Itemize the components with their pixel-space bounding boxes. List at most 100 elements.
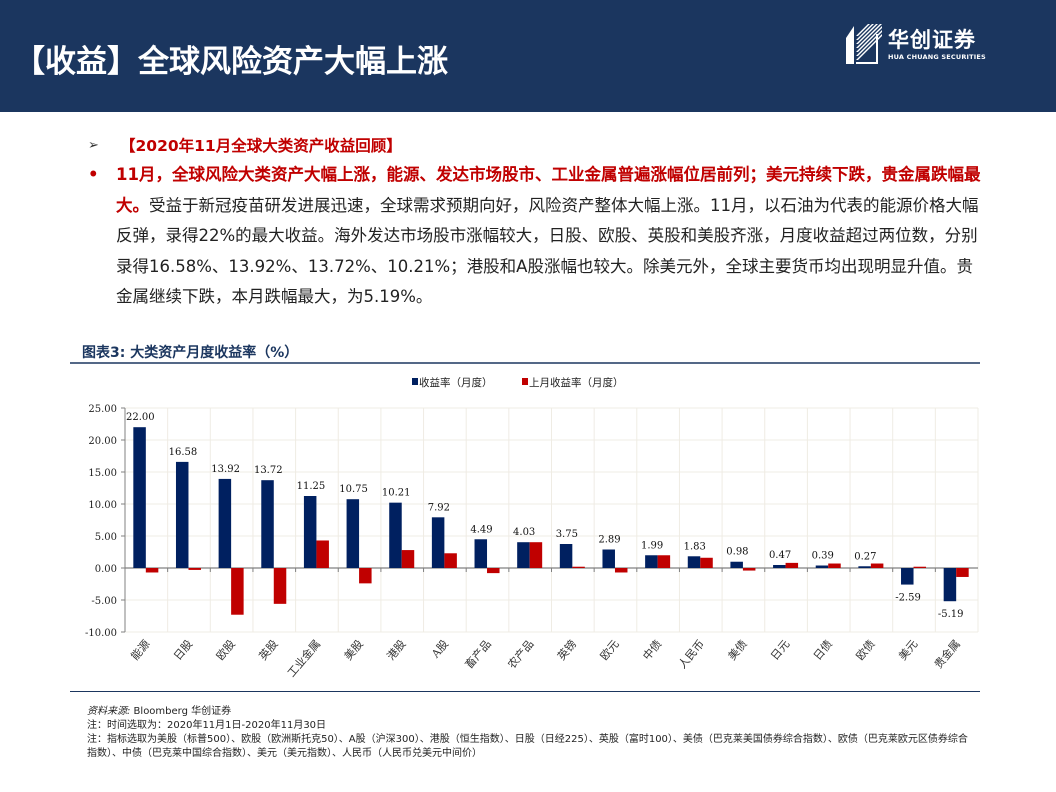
x-tick-label: 欧股: [214, 638, 238, 663]
y-tick-label: 5.00: [95, 532, 117, 543]
y-tick-label: -5.00: [91, 596, 117, 607]
summary-body: 受益于新冠疫苗研发进展迅速，全球需求预期向好，风险资产整体大幅上涨。11月，以石…: [116, 195, 979, 307]
x-tick-label: 人民币: [676, 638, 707, 672]
legend-swatch: [412, 378, 418, 385]
company-logo: 华创证券 HUA CHUANG SECURITIES: [846, 22, 996, 66]
source-line: 资料来源: Bloomberg 华创证券: [87, 705, 977, 719]
data-label: 0.27: [854, 551, 876, 562]
bar-current-month: [730, 561, 743, 568]
bar-current-month: [815, 565, 829, 568]
summary-highlight: 11月，全球风险大类资产大幅上涨，能源、发达市场股市、工业金属普遍涨幅位居前列；…: [116, 165, 981, 215]
x-tick-label: 英镑: [554, 637, 579, 663]
bar-current-month: [559, 544, 573, 568]
y-tick-label: 25.00: [88, 404, 117, 415]
figure-title: 图表3: 大类资产月度收益率（%）: [82, 345, 299, 361]
bar-previous-month: [359, 568, 372, 584]
y-tick-label: -10.00: [85, 628, 117, 639]
logo-mark-icon: [846, 24, 882, 64]
bar-current-month: [602, 549, 615, 568]
x-tick-label: 港股: [384, 638, 408, 663]
bar-current-month: [261, 480, 274, 568]
data-label: 11.25: [297, 481, 326, 492]
logo-text-cn: 华创证券: [888, 28, 976, 52]
data-label: 13.92: [211, 464, 240, 475]
legend-label: 上月收益率（月度）: [529, 376, 624, 389]
bar-previous-month: [828, 563, 841, 568]
y-tick-label: 0.00: [95, 564, 117, 575]
page-title: 【收益】全球风险资产大幅上涨: [14, 44, 448, 80]
bar-previous-month: [657, 555, 671, 568]
bar-chart: 25.00 20.00 15.00 10.00 5.00 0.00 -5.00 -10.00 能…: [70, 368, 980, 688]
bar-previous-month: [913, 566, 927, 568]
bar-current-month: [303, 496, 317, 568]
bar-current-month: [517, 542, 530, 568]
data-label: 1.99: [641, 540, 663, 551]
bar-current-month: [901, 568, 914, 585]
bar-current-month: [175, 461, 189, 568]
data-label: 7.92: [428, 502, 450, 513]
bar-previous-month: [487, 568, 500, 574]
source-label: 资料来源:: [87, 706, 131, 717]
bar-previous-month: [572, 566, 585, 568]
data-label: 10.21: [382, 488, 411, 499]
legend: 收益率（月度） 上月收益率（月度）: [412, 376, 624, 389]
bar-previous-month: [614, 568, 628, 573]
bar-previous-month: [316, 540, 329, 568]
x-tick-label: 日股: [171, 638, 195, 663]
bar-previous-month: [401, 550, 415, 568]
note-time: 注：时间选取为：2020年11月1日-2020年11月30日: [87, 720, 327, 731]
bar-current-month: [943, 568, 957, 602]
note-indices: 注：指标选取为美股（标普500）、欧股（欧洲斯托克50）、A股（沪深300）、港…: [87, 734, 968, 759]
bar-previous-month: [956, 568, 969, 577]
data-label: 3.75: [556, 529, 578, 540]
y-tick-label: 15.00: [88, 468, 117, 479]
data-label: 2.89: [598, 535, 620, 546]
notes: 资料来源: Bloomberg 华创证券 注：时间选取为：2020年11月1日-…: [87, 705, 977, 761]
bars: [133, 427, 969, 615]
bar-previous-month: [444, 553, 457, 568]
data-label: 10.75: [339, 484, 368, 495]
data-label: -5.19: [938, 609, 964, 620]
y-tick-label: 10.00: [88, 500, 117, 511]
header-bar: 【收益】全球风险资产大幅上涨 华创证券 HUA CHUANG SECURITIE…: [0, 0, 1056, 112]
data-labels: 22.00 16.58 13.92 13.72 11.25 10.75 10.21 7.92 4…: [126, 412, 963, 620]
bar-previous-month: [145, 568, 159, 573]
y-tick-label: 20.00: [88, 436, 117, 447]
bar-current-month: [687, 556, 701, 568]
bar-previous-month: [785, 562, 799, 568]
bar-current-month: [346, 499, 360, 568]
bar-previous-month: [273, 568, 287, 604]
section-heading-text: 【2020年11月全球大类资产收益回顾】: [120, 137, 402, 155]
x-tick-label: 农产品: [505, 637, 537, 671]
data-label: 16.58: [169, 447, 198, 458]
x-tick-label: 贵金属: [931, 637, 963, 671]
section-heading: ➢ 【2020年11月全球大类资产收益回顾】: [88, 130, 988, 160]
bar-current-month: [218, 478, 232, 568]
x-tick-label: 日元: [768, 638, 792, 663]
data-label: 22.00: [126, 412, 155, 423]
logo-text-en: HUA CHUANG SECURITIES: [888, 53, 986, 61]
x-tick-label: 畜产品: [462, 637, 494, 671]
summary-paragraph: • 11月，全球风险大类资产大幅上涨，能源、发达市场股市、工业金属普遍涨幅位居前…: [88, 160, 988, 313]
bottom-rule: [70, 691, 980, 692]
bar-current-month: [645, 555, 658, 568]
data-label: 0.98: [726, 547, 748, 558]
arrow-bullet-icon: ➢: [88, 137, 99, 153]
legend-label: 收益率（月度）: [419, 376, 493, 389]
x-tick-label: 美股: [342, 638, 366, 663]
x-tick-label: 美元: [896, 638, 920, 663]
bar-previous-month: [529, 542, 543, 568]
x-tick-label: 美债: [725, 637, 750, 663]
legend-swatch: [522, 378, 528, 385]
summary-section: ➢ 【2020年11月全球大类资产收益回顾】 • 11月，全球风险大类资产大幅上…: [88, 130, 988, 313]
data-label: 4.03: [513, 527, 535, 538]
x-tick-label: 欧债: [853, 637, 878, 663]
figure-title-rule: [70, 362, 980, 364]
bar-previous-month: [231, 568, 244, 615]
bar-previous-month: [870, 563, 884, 568]
x-tick-label: 日债: [810, 637, 835, 663]
bar-current-month: [858, 566, 871, 568]
x-tick-label: 欧元: [598, 638, 622, 663]
bullet-icon: •: [88, 165, 99, 184]
chart-svg: 25.00 20.00 15.00 10.00 5.00 0.00 -5.00 -10.00 能…: [85, 376, 979, 680]
